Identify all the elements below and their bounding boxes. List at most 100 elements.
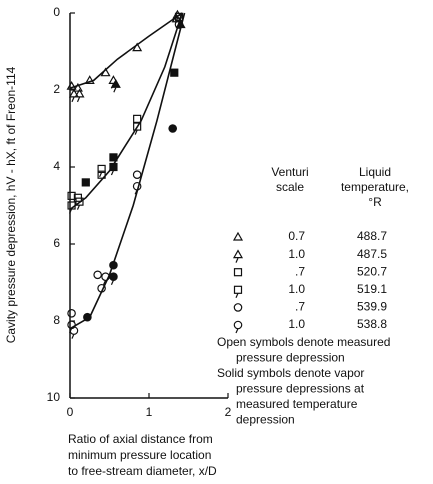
marker: [233, 268, 243, 277]
legend-temperature: 488.7: [357, 229, 387, 243]
tail: [76, 97, 81, 103]
circle: [109, 260, 118, 270]
marker: [109, 153, 118, 162]
marker: [67, 308, 76, 318]
circle: [168, 124, 178, 133]
triangle: [132, 42, 143, 52]
square: [67, 191, 76, 200]
triangle: [74, 88, 85, 98]
square: [109, 162, 118, 172]
legend-scale: 0.7: [288, 229, 305, 243]
legend-scale: 1.0: [288, 247, 305, 261]
square: [233, 268, 243, 277]
tail: [235, 293, 239, 299]
legend-header: Liquid: [359, 165, 391, 179]
square: [170, 68, 179, 77]
marker: [232, 249, 244, 263]
marker: [132, 170, 142, 180]
circle: [233, 303, 243, 312]
tail: [99, 172, 103, 178]
y-tick-label: 2: [53, 82, 60, 96]
legend-temperature: 487.5: [357, 247, 387, 261]
tail: [71, 97, 75, 103]
marker: [233, 303, 243, 312]
marker: [233, 320, 243, 334]
marker: [67, 191, 76, 200]
y-tick-label: 8: [53, 313, 60, 327]
tail: [134, 189, 138, 195]
tail: [71, 333, 75, 339]
triangle: [68, 88, 79, 98]
note: depression: [236, 413, 295, 427]
triangle: [100, 67, 111, 77]
x-tick-label: 0: [67, 405, 74, 419]
marker: [132, 181, 142, 195]
marker: [66, 80, 77, 90]
circle: [174, 20, 184, 29]
legend-scale: .7: [295, 264, 305, 278]
marker: [100, 67, 111, 77]
triangle: [84, 75, 95, 84]
circle: [132, 170, 142, 180]
marker: [109, 162, 118, 176]
marker: [93, 270, 102, 280]
marker: [233, 285, 243, 299]
legend-temperature: 519.1: [357, 282, 387, 296]
legend-scale: 1.0: [288, 282, 305, 296]
square: [81, 178, 90, 187]
fit-curve: [69, 12, 183, 89]
note: Solid symbols denote vapor: [217, 366, 364, 380]
legend-header: °R: [368, 195, 382, 209]
y-tick-label: 4: [53, 159, 60, 173]
marker: [110, 79, 121, 93]
circle: [97, 283, 106, 293]
marker: [109, 260, 118, 270]
triangle: [232, 231, 244, 241]
tail: [235, 328, 239, 334]
legend-header: Venturi: [271, 165, 308, 179]
y-tick-label: 0: [53, 5, 60, 19]
x-axis-label: to free-stream diameter, x/D: [68, 464, 217, 478]
y-tick-label: 6: [53, 236, 60, 250]
y-tick-label: 10: [47, 390, 61, 404]
triangle: [110, 79, 121, 88]
marker: [84, 75, 95, 84]
marker: [67, 201, 76, 214]
marker: [168, 124, 178, 133]
x-axis-label: Ratio of axial distance from: [68, 432, 213, 446]
square: [97, 170, 106, 179]
marker: [75, 197, 84, 210]
x-axis-label: minimum pressure location: [68, 448, 211, 462]
note: pressure depression: [236, 351, 345, 365]
tail: [76, 204, 81, 210]
x-tick-label: 1: [146, 405, 153, 419]
marker: [74, 88, 85, 103]
marker: [69, 326, 79, 339]
marker: [232, 231, 244, 241]
legend-scale: 1.0: [288, 317, 305, 331]
marker: [68, 88, 79, 103]
legend-temperature: 538.8: [357, 317, 387, 331]
tail: [110, 170, 114, 176]
marker: [81, 178, 90, 187]
circle: [83, 312, 92, 322]
x-tick-label: 2: [225, 405, 232, 419]
marker: [109, 272, 118, 285]
marker: [72, 82, 83, 92]
legend-scale: .7: [295, 300, 305, 314]
marker: [133, 114, 142, 123]
note: measured temperature: [236, 397, 358, 411]
note: Open symbols denote measured: [217, 335, 390, 349]
marker: [97, 164, 106, 178]
marker: [174, 20, 184, 29]
marker: [97, 283, 106, 293]
triangle: [72, 82, 83, 92]
square: [133, 114, 142, 123]
triangle: [66, 80, 77, 90]
triangle: [232, 249, 244, 259]
tail: [113, 87, 117, 93]
legend-temperature: 539.9: [357, 300, 387, 314]
square: [109, 153, 118, 162]
note: pressure depressions at: [236, 382, 365, 396]
